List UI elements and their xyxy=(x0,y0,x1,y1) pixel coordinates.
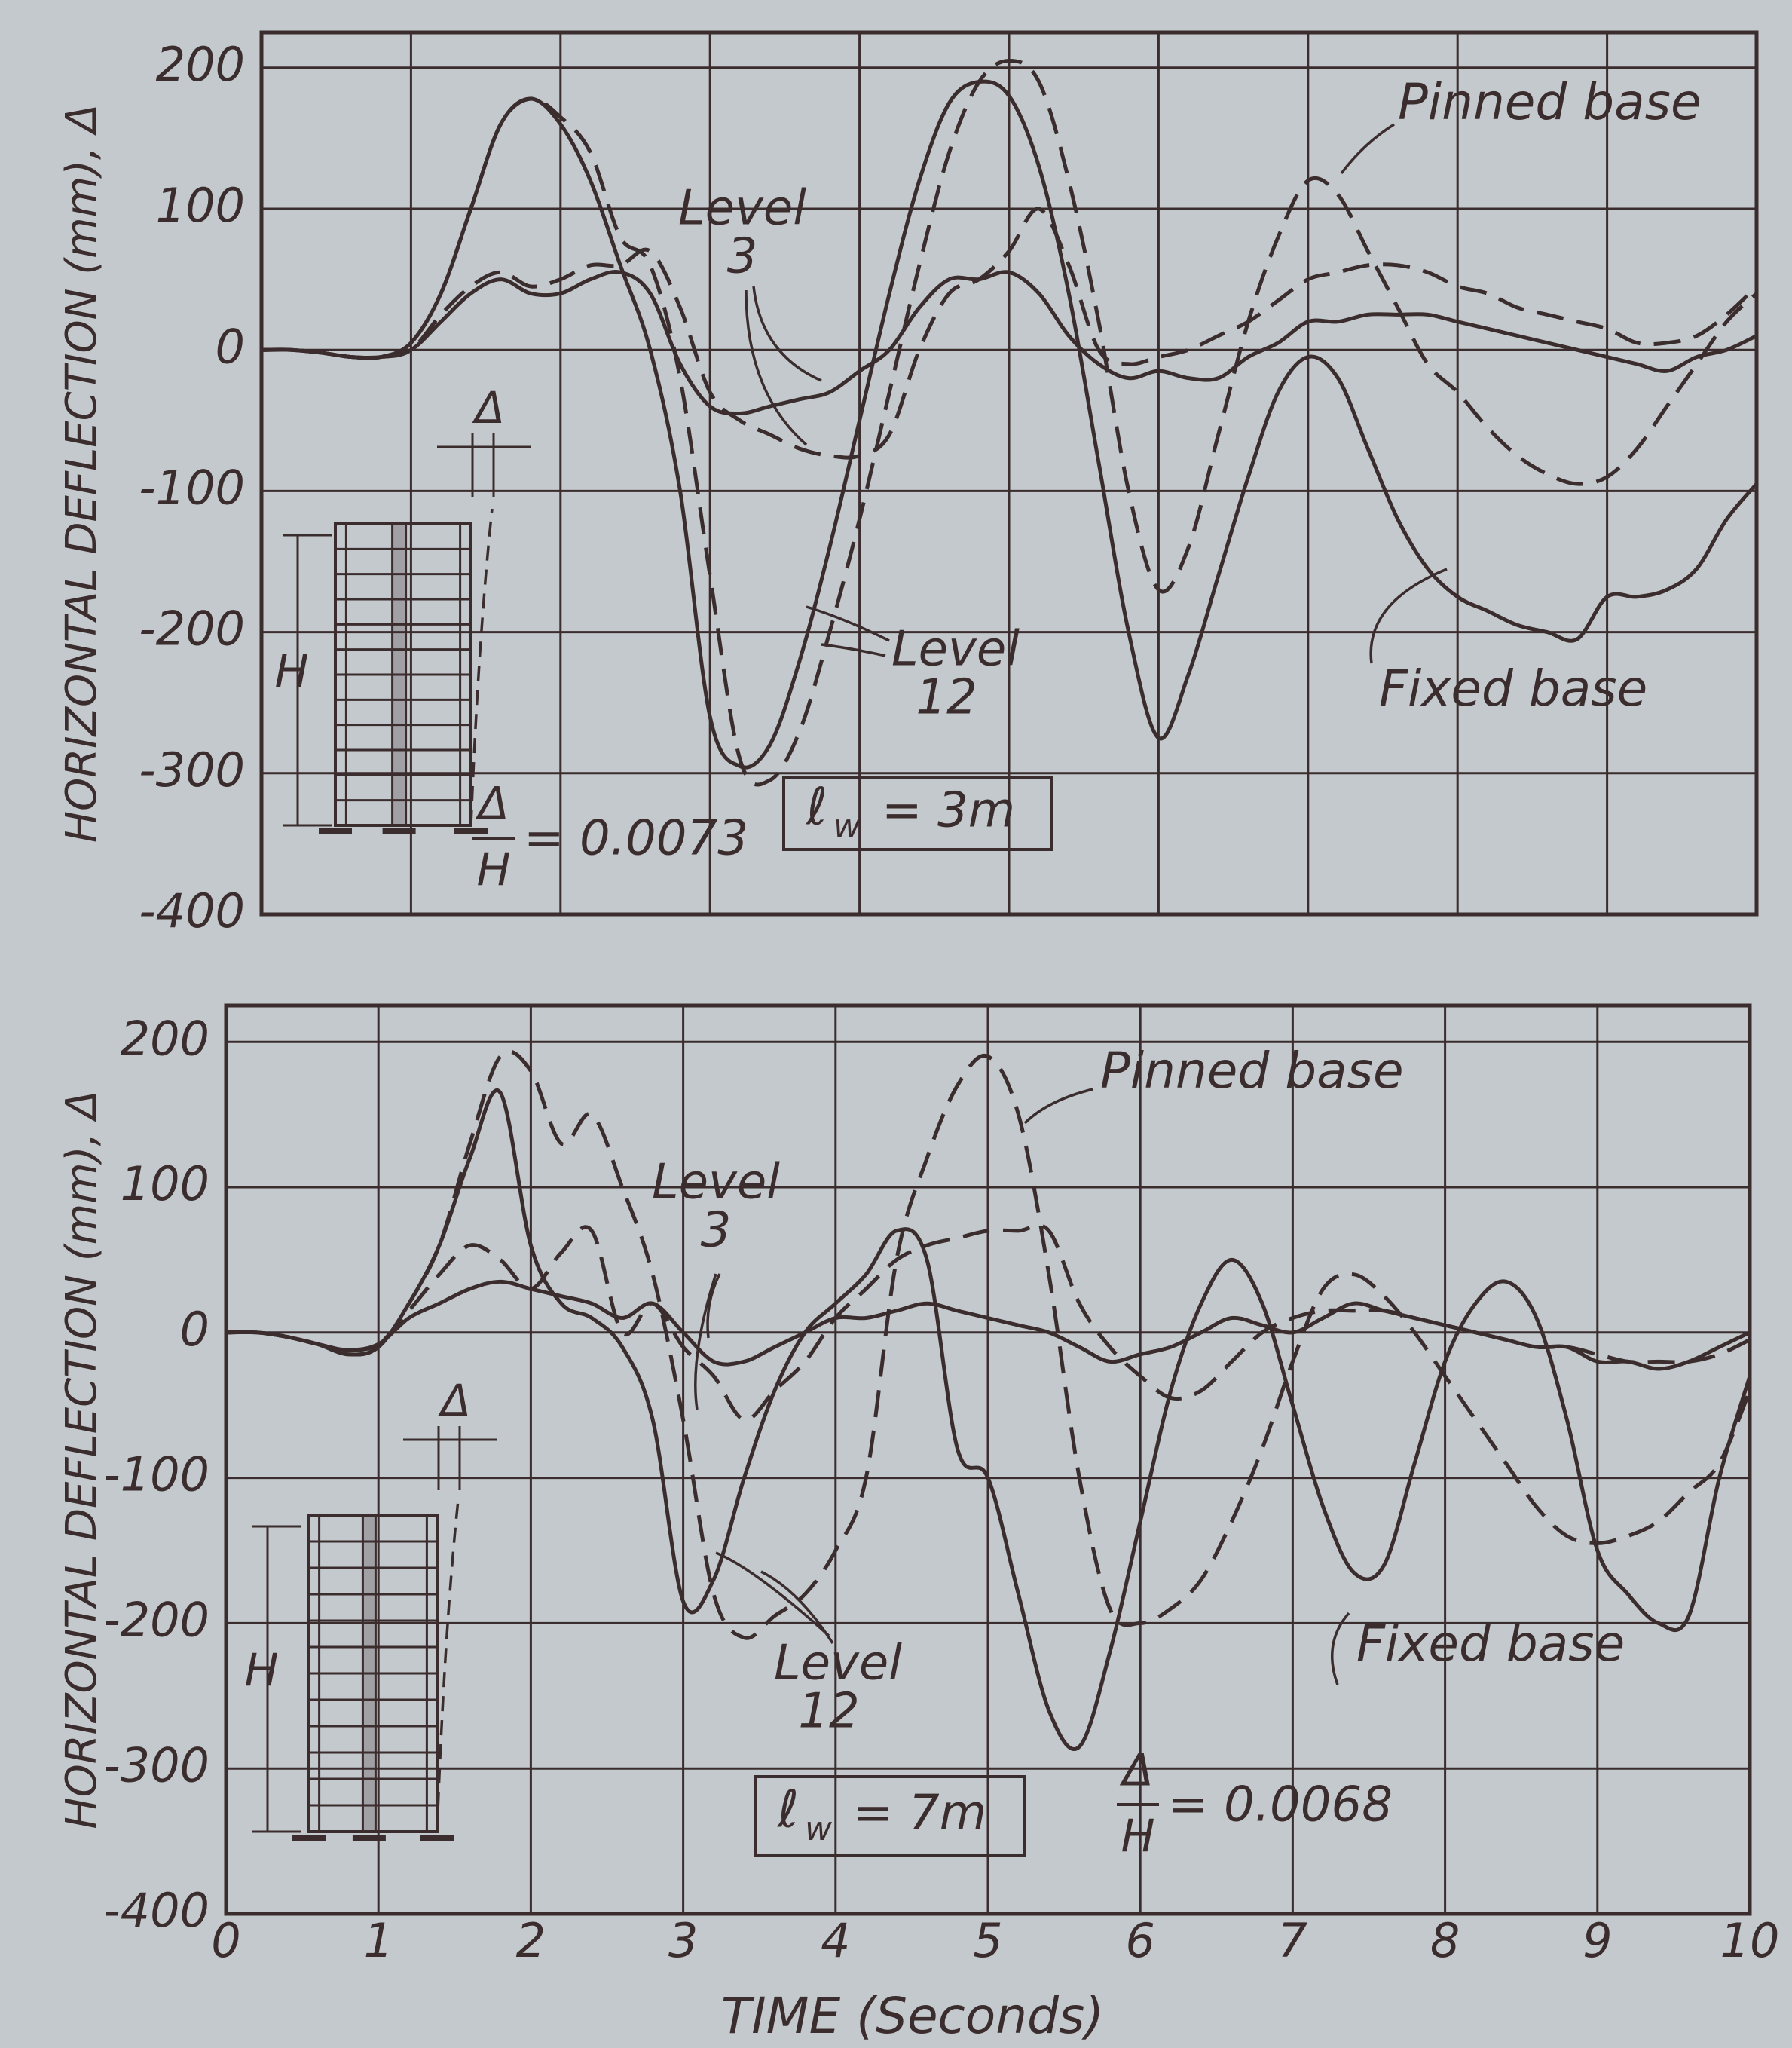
x-axis-title: TIME (Seconds) xyxy=(721,1987,1104,2045)
annotation: 12 xyxy=(916,670,977,726)
series-line xyxy=(225,1049,1752,1640)
ratio-numerator: Δ xyxy=(475,778,509,831)
annotation: Fixed base xyxy=(1379,660,1647,718)
diagram-wall xyxy=(362,1515,376,1832)
diagram-wall xyxy=(392,524,406,825)
ratio-value: = 0.0073 xyxy=(524,811,748,867)
y-tick-label: -300 xyxy=(139,742,245,797)
plot-frame xyxy=(224,1003,1752,1916)
y-axis-title: HORIZONTAL DEFLECTION (mm), Δ xyxy=(57,1091,106,1829)
y-tick-label: 100 xyxy=(121,1156,209,1211)
series-line xyxy=(261,79,1758,770)
leader-line xyxy=(1330,1612,1350,1685)
x-tick-label: 8 xyxy=(1430,1913,1460,1968)
leader-line xyxy=(806,605,890,642)
y-axis-title: HORIZONTAL DEFLECTION (mm), Δ xyxy=(57,104,106,843)
ratio-denominator: H xyxy=(476,844,510,897)
diagram-height-label: H xyxy=(274,646,308,699)
series-line xyxy=(225,1088,1752,1751)
x-tick-label: 7 xyxy=(1278,1913,1307,1968)
annotation: Level xyxy=(652,1155,780,1211)
y-tick-label: 0 xyxy=(216,319,245,374)
diagram-deflection xyxy=(469,508,494,826)
label-box xyxy=(782,776,1053,851)
annotation: Pinned base xyxy=(1100,1042,1404,1100)
x-tick-label: 9 xyxy=(1583,1913,1612,1968)
leader-line xyxy=(706,1273,721,1339)
label-box xyxy=(754,1775,1026,1857)
y-tick-label: -200 xyxy=(103,1592,209,1647)
annotation: 3 xyxy=(727,229,758,285)
x-tick-label: 1 xyxy=(363,1913,393,1968)
wall-length-subscript: w xyxy=(805,1810,833,1848)
y-tick-label: 100 xyxy=(156,178,245,233)
annotation: Level xyxy=(774,1636,902,1691)
x-tick-label: 5 xyxy=(973,1913,1002,1968)
ratio-value: = 0.0068 xyxy=(1168,1777,1393,1833)
leader-line xyxy=(715,1551,830,1637)
leader-line xyxy=(1369,568,1448,664)
diagram-height-label: H xyxy=(244,1645,278,1697)
annotation: 3 xyxy=(701,1203,732,1259)
x-tick-label: 2 xyxy=(516,1913,546,1968)
y-tick-label: 0 xyxy=(180,1302,209,1357)
diagram-deflection xyxy=(436,1499,460,1832)
leader-line xyxy=(821,643,886,657)
annotation: Level xyxy=(678,181,806,237)
x-tick-label: 4 xyxy=(821,1913,850,1968)
series-line xyxy=(261,58,1758,787)
ratio-numerator: Δ xyxy=(1119,1744,1153,1797)
y-tick-label: -100 xyxy=(103,1447,209,1502)
annotation: Fixed base xyxy=(1356,1615,1625,1673)
leader-line xyxy=(752,286,822,382)
y-tick-label: 200 xyxy=(121,1011,209,1066)
x-tick-label: 6 xyxy=(1125,1913,1154,1968)
x-tick-label: 3 xyxy=(668,1913,698,1968)
series-line xyxy=(261,207,1758,460)
x-tick-label: 10 xyxy=(1720,1913,1780,1968)
y-tick-label: -400 xyxy=(103,1883,209,1938)
ratio-denominator: H xyxy=(1121,1811,1154,1863)
plot-frame xyxy=(259,30,1759,917)
leader-line xyxy=(760,1570,834,1644)
wall-length-value: = 3m xyxy=(882,783,1015,839)
wall-length-value: = 7m xyxy=(853,1786,986,1841)
wall-length-symbol: ℓ xyxy=(806,778,827,837)
series-line xyxy=(225,1223,1751,1422)
x-tick-label: 0 xyxy=(211,1913,240,1968)
y-tick-label: -400 xyxy=(139,883,245,938)
diagram-drift-label: Δ xyxy=(438,1375,471,1426)
leader-line xyxy=(1340,123,1395,175)
wall-length-symbol: ℓ xyxy=(777,1780,799,1840)
annotation: Level xyxy=(891,622,1020,678)
annotation: Pinned base xyxy=(1398,73,1702,131)
y-tick-label: -300 xyxy=(103,1737,209,1792)
diagram-drift-label: Δ xyxy=(472,382,505,433)
y-tick-label: -200 xyxy=(139,602,245,657)
leader-line xyxy=(694,1273,717,1410)
wall-length-subscript: w xyxy=(833,807,861,846)
y-tick-label: -100 xyxy=(139,460,245,515)
y-tick-label: 200 xyxy=(156,37,245,92)
annotation: 12 xyxy=(798,1684,859,1740)
series-line xyxy=(261,270,1758,416)
leader-line xyxy=(1023,1088,1093,1125)
leader-line xyxy=(745,289,808,446)
